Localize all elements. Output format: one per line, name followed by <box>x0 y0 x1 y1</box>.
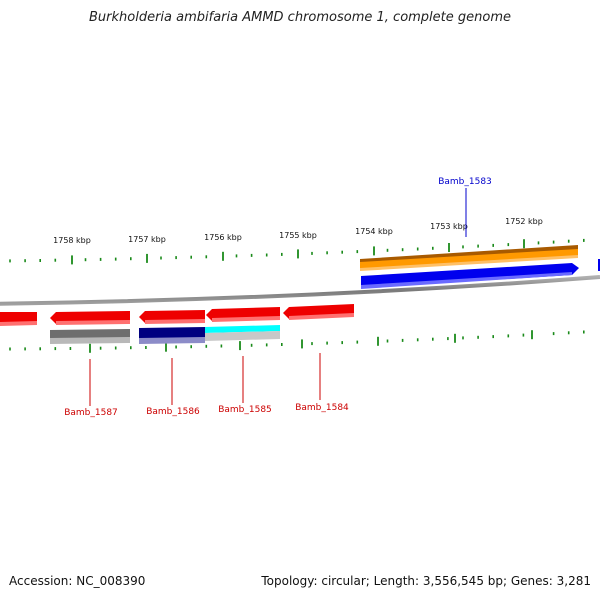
feature-orange-bar[interactable] <box>360 245 578 271</box>
chromosome-backbone <box>0 275 600 306</box>
feature-grey-bar[interactable] <box>50 329 130 344</box>
gene-label-text: Bamb_1586 <box>146 407 200 417</box>
upper-tick-row <box>9 238 585 265</box>
tick-label: 1753 kbp <box>430 222 468 231</box>
tick-label: 1757 kbp <box>128 235 166 244</box>
gene-bamb-1585-arrow[interactable] <box>206 307 280 322</box>
tick-label: 1752 kbp <box>505 217 543 226</box>
gene-bamb-1584-arrow[interactable] <box>283 304 354 320</box>
gene-bamb-1587-arrow[interactable] <box>50 311 130 325</box>
gene-left-edge-arrow[interactable] <box>0 312 37 326</box>
tick-label: 1758 kbp <box>53 236 91 245</box>
gene-label-bamb-1587[interactable]: Bamb_1587 <box>64 359 118 418</box>
feature-navy-bar[interactable] <box>139 327 205 344</box>
tick-label: 1754 kbp <box>355 227 393 236</box>
tick-label: 1756 kbp <box>204 233 242 242</box>
gene-label-text: Bamb_1583 <box>438 177 492 187</box>
feature-cyan-bar[interactable] <box>205 325 280 341</box>
gene-bamb-1586-arrow[interactable] <box>139 310 205 324</box>
gene-label-bamb-1584[interactable]: Bamb_1584 <box>295 353 349 413</box>
tick-label: 1755 kbp <box>279 231 317 240</box>
genome-summary-text: Topology: circular; Length: 3,556,545 bp… <box>261 574 591 588</box>
gene-label-bamb-1583[interactable]: Bamb_1583 <box>438 177 492 237</box>
scale-labels: 1758 kbp 1757 kbp 1756 kbp 1755 kbp 1754… <box>53 217 543 245</box>
gene-label-text: Bamb_1585 <box>218 405 272 415</box>
gene-label-text: Bamb_1587 <box>64 408 118 418</box>
lower-tick-row <box>9 330 585 353</box>
accession-text: Accession: NC_008390 <box>9 574 146 588</box>
gene-label-bamb-1585[interactable]: Bamb_1585 <box>218 356 272 415</box>
genome-title: Burkholderia ambifaria AMMD chromosome 1… <box>88 10 512 25</box>
gene-label-text: Bamb_1584 <box>295 403 349 413</box>
gene-label-bamb-1586[interactable]: Bamb_1586 <box>146 358 200 417</box>
gene-bamb-1583-arrow[interactable] <box>361 263 579 289</box>
